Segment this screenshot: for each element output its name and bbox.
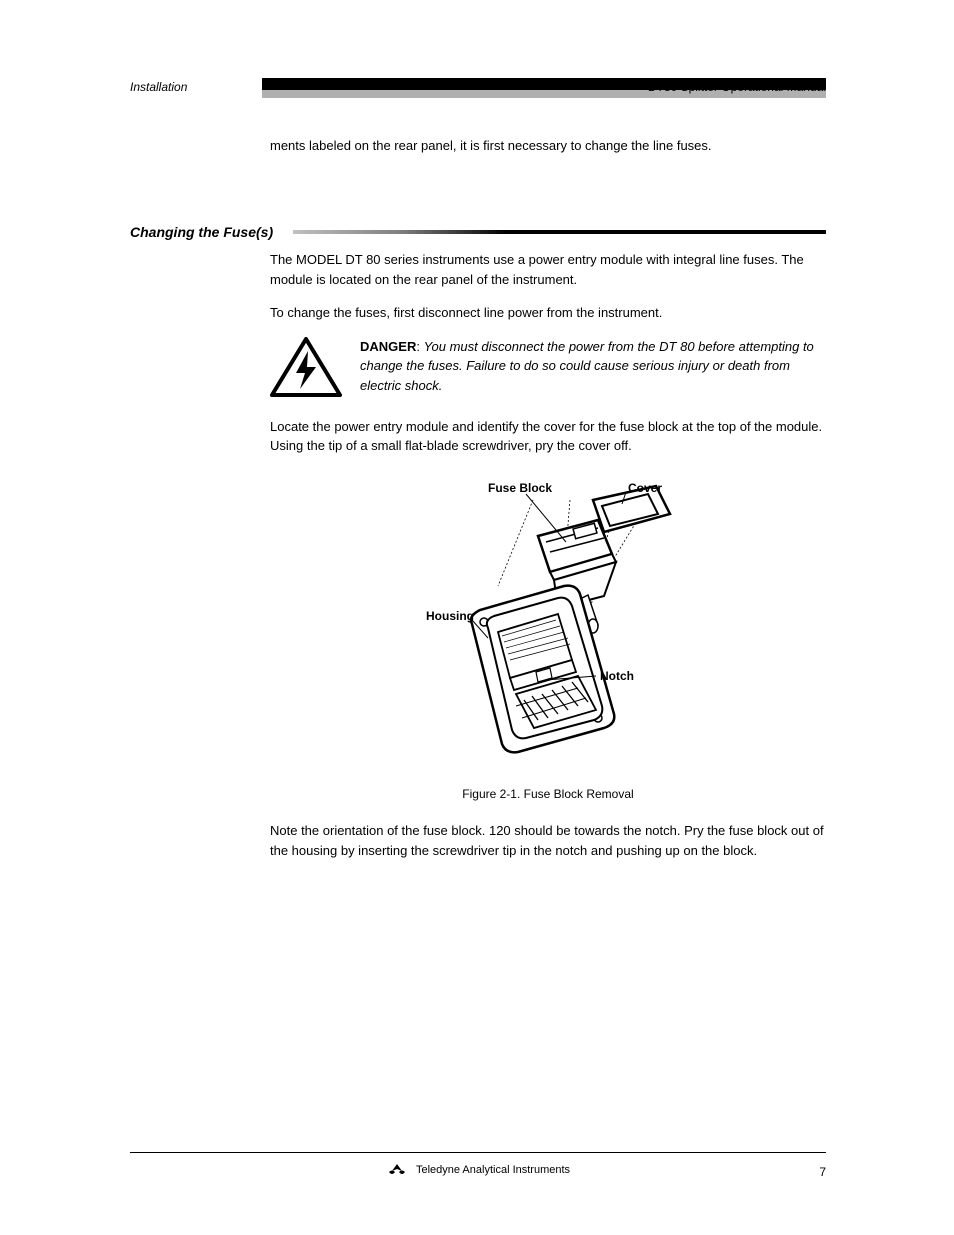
section-heading: Changing the Fuse(s) bbox=[130, 224, 293, 240]
header-product: DT80 bbox=[648, 80, 677, 94]
brand-ornament-icon bbox=[386, 1163, 408, 1177]
warning-title: DANGER bbox=[360, 339, 416, 354]
header-left: Installation bbox=[130, 80, 187, 94]
warning-text: You must disconnect the power from the D… bbox=[360, 339, 814, 394]
page: Installation DT80 Splitter Operational M… bbox=[0, 0, 954, 1235]
warning-block: DANGER: You must disconnect the power fr… bbox=[270, 337, 826, 399]
fig-label-notch: Notch bbox=[600, 669, 634, 683]
figure-caption-label: Figure 2-1 bbox=[462, 787, 517, 801]
section-rule bbox=[293, 230, 826, 234]
paragraph-3: Locate the power entry module and identi… bbox=[270, 417, 826, 456]
header-right: DT80 Splitter Operational Manual bbox=[648, 80, 826, 94]
danger-electric-icon bbox=[270, 337, 342, 399]
paragraph-2: To change the fuses, first disconnect li… bbox=[270, 303, 826, 323]
warning-text-wrap: DANGER: You must disconnect the power fr… bbox=[360, 337, 826, 397]
footer: Teledyne Analytical Instruments 7 bbox=[130, 1152, 826, 1177]
paragraph-4: Note the orientation of the fuse block. … bbox=[270, 821, 826, 860]
section-header-row: Changing the Fuse(s) bbox=[130, 224, 826, 240]
header-manual: Splitter Operational Manual bbox=[681, 80, 826, 94]
fig-label-cover: Cover bbox=[628, 481, 662, 495]
figure-caption: Figure 2-1. Fuse Block Removal bbox=[270, 785, 826, 803]
fig-label-fuse-block: Fuse Block bbox=[488, 481, 552, 495]
pre-paragraph: ments labeled on the rear panel, it is f… bbox=[270, 136, 826, 156]
figure-caption-text: Fuse Block Removal bbox=[524, 787, 634, 801]
footer-inner: Teledyne Analytical Instruments bbox=[386, 1163, 570, 1177]
fuse-block-illustration: Fuse Block Cover Housing Notch bbox=[398, 470, 698, 770]
section-body: The MODEL DT 80 series instruments use a… bbox=[270, 250, 826, 874]
paragraph-1: The MODEL DT 80 series instruments use a… bbox=[270, 250, 826, 289]
footer-brand: Teledyne Analytical Instruments bbox=[416, 1164, 570, 1176]
fig-label-housing: Housing bbox=[426, 609, 474, 623]
figure-block: Fuse Block Cover Housing Notch Figure 2-… bbox=[270, 470, 826, 804]
page-number: 7 bbox=[819, 1165, 826, 1179]
